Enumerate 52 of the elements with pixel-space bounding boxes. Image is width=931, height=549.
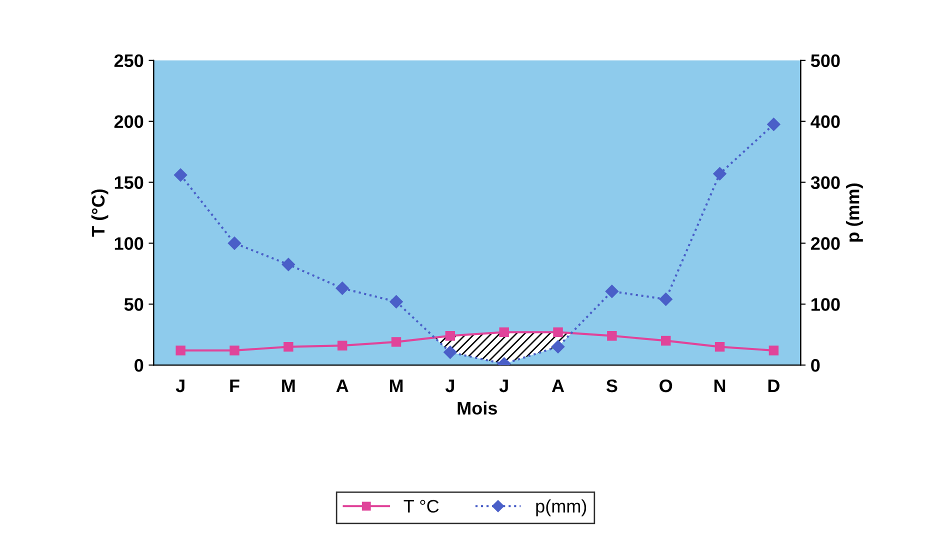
point (767, 118, 780, 131)
x-tick-label: D (768, 380, 780, 392)
y-tick-label: 250 (114, 54, 144, 68)
point (391, 337, 402, 347)
point (336, 282, 349, 295)
y-tick-label: 150 (114, 176, 144, 189)
point (230, 346, 240, 356)
y2-tick-label: 400 (810, 115, 840, 128)
y2-tick-label: 100 (812, 298, 840, 311)
y-tick-label: 0 (134, 359, 144, 372)
x-tick-label: J (499, 380, 508, 392)
point (768, 346, 779, 356)
point (551, 340, 565, 354)
legend-label: p(mm) (536, 499, 586, 516)
point (176, 346, 186, 356)
y2-tick-label: 300 (810, 176, 840, 190)
x-tick-label: S (606, 379, 618, 392)
point (228, 236, 242, 250)
x-tick-label: J (176, 380, 184, 392)
y2-tick-label: 0 (811, 359, 820, 372)
y-tick-label: 50 (124, 298, 144, 311)
y2-tick-label: 500 (810, 54, 840, 68)
point (659, 292, 672, 306)
y2-tick-label: 200 (811, 237, 840, 250)
x-tick-label: J (445, 380, 454, 392)
x-tick-label: N (714, 380, 726, 392)
point (444, 346, 457, 359)
x-tick-label: A (336, 380, 348, 392)
point (284, 342, 294, 352)
x-tick-label: A (552, 380, 564, 392)
y-tick-label: 100 (114, 237, 144, 250)
x-tick-label: M (390, 380, 403, 392)
point (553, 327, 563, 338)
point (605, 284, 619, 298)
x-tick-label: M (282, 380, 295, 392)
y2-axis-title: p (mm) (846, 184, 863, 242)
legend-label: T °C (404, 500, 439, 513)
point (445, 330, 456, 341)
point (499, 327, 509, 338)
x-axis-title: Mois (458, 401, 497, 415)
point (174, 168, 188, 182)
point (714, 342, 725, 352)
point (713, 167, 726, 180)
x-tick-label: F (230, 380, 240, 392)
point (282, 258, 296, 272)
point (337, 340, 348, 350)
point (390, 295, 403, 308)
point (660, 336, 671, 346)
x-tick-label: O (660, 379, 672, 392)
y-axis-title: T (°C) (91, 189, 108, 237)
y-tick-label: 200 (114, 115, 144, 128)
point (607, 330, 617, 341)
